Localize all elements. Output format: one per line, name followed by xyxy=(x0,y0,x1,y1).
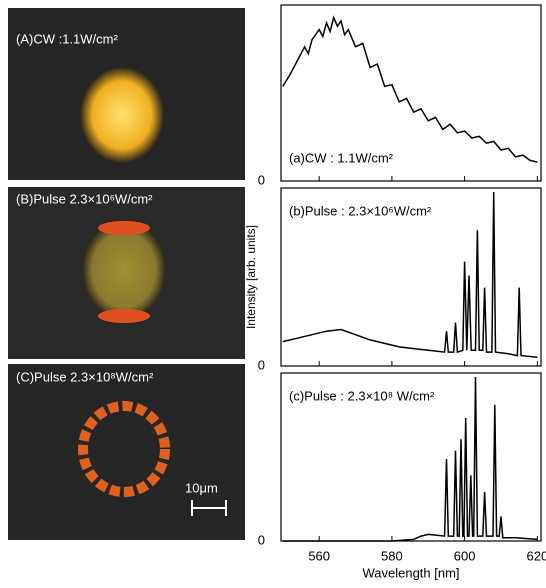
emission-spot xyxy=(80,67,164,163)
y-tick-label: 0 xyxy=(258,172,265,187)
photo-label: (C)Pulse 2.3×10⁸W/cm² xyxy=(16,369,154,384)
scale-bar-label: 10μm xyxy=(185,480,218,495)
photo-c xyxy=(8,364,245,540)
x-tick-label: 580 xyxy=(381,548,403,563)
x-tick-label: 600 xyxy=(454,548,476,563)
spectrum-line xyxy=(282,15,538,163)
edge-emission xyxy=(98,309,150,323)
plot-frame xyxy=(280,4,542,182)
plot-frame xyxy=(280,372,542,542)
x-axis-title: Wavelength [nm] xyxy=(362,565,459,580)
ring-emission xyxy=(78,401,170,497)
plot-frame xyxy=(280,187,542,367)
x-tick-label: 620 xyxy=(527,548,546,563)
y-tick-label: 0 xyxy=(258,357,265,372)
emission-spot xyxy=(82,220,166,320)
y-tick-label: 0 xyxy=(258,532,265,547)
y-axis-title: Intensity [arb. units] xyxy=(244,225,258,329)
annotation: (a)CW : 1.1W/cm² xyxy=(289,150,394,165)
x-tick-label: 560 xyxy=(308,548,330,563)
photo-label: (A)CW :1.1W/cm² xyxy=(16,31,118,46)
annotation: (b)Pulse : 2.3×10⁶W/cm² xyxy=(289,203,432,218)
edge-emission xyxy=(98,221,150,235)
spectrum-line xyxy=(282,376,538,542)
spectrum-line xyxy=(282,191,538,359)
annotation: (c)Pulse : 2.3×10⁸ W/cm² xyxy=(289,388,435,403)
photo-label: (B)Pulse 2.3×10⁶W/cm² xyxy=(16,191,153,206)
